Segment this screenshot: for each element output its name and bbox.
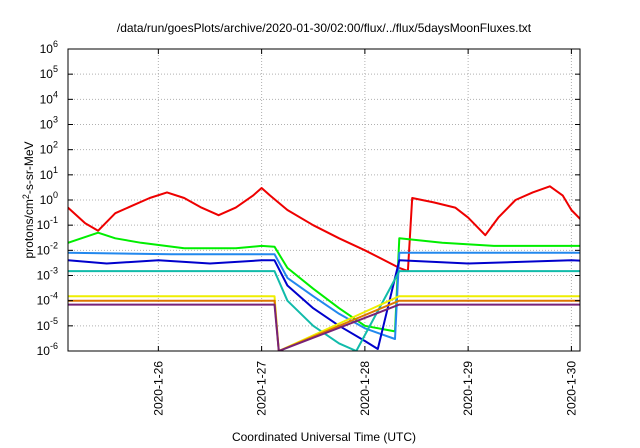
y-tick-label: 102 [40, 140, 58, 157]
y-tick-label: 101 [40, 165, 58, 182]
series-line-6 [68, 295, 580, 351]
y-tick-label: 10-6 [37, 341, 58, 358]
x-tick-label: 2020-1-26 [151, 361, 165, 416]
series-layer [68, 185, 580, 351]
axes: 10-6 10-5 10-4 10-3 10-2 10-1 100 101 102 103 104 1… [37, 39, 580, 416]
x-axis-label: Coordinated Universal Time (UTC) [232, 430, 416, 444]
x-tick-label: 2020-1-29 [461, 361, 475, 416]
chart-title: /data/run/goesPlots/archive/2020-01-30/0… [117, 21, 532, 35]
x-tick-label: 2020-1-30 [564, 361, 578, 416]
y-axis-label: protons/cm2-s-sr-MeV [21, 141, 36, 258]
series-line-7 [68, 299, 580, 351]
y-tick-label: 10-5 [37, 316, 58, 333]
series-line-5 [68, 270, 580, 351]
series-line-3 [68, 251, 580, 340]
y-tick-label: 104 [40, 89, 58, 106]
y-tick-label: 10-2 [37, 240, 58, 257]
series-line-2 [68, 231, 580, 333]
x-tick-label: 2020-1-28 [358, 361, 372, 416]
y-tick-label: 103 [40, 115, 58, 132]
x-tick-label: 2020-1-27 [255, 361, 269, 416]
series-line-4 [68, 259, 580, 350]
y-tick-label: 100 [40, 190, 58, 207]
y-tick-label: 10-3 [37, 266, 58, 283]
y-tick-label: 105 [40, 64, 58, 81]
y-tick-label: 106 [40, 39, 58, 56]
y-tick-label: 10-4 [37, 291, 58, 308]
y-tick-label: 10-1 [37, 215, 58, 232]
series-line-8 [68, 303, 580, 351]
